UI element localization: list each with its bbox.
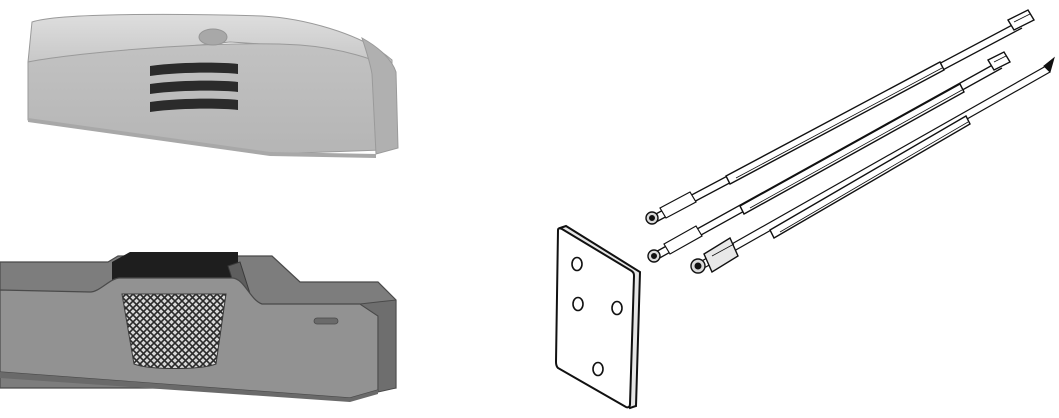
mounting-hole bbox=[592, 361, 604, 377]
sensor-base bbox=[0, 252, 397, 402]
mounting-plate-face bbox=[554, 227, 636, 409]
mounting-hole bbox=[571, 256, 583, 272]
probe-cable bbox=[647, 51, 1011, 263]
vent-slot bbox=[150, 62, 238, 76]
mounting-plate bbox=[554, 224, 642, 410]
vent-slots bbox=[150, 62, 238, 112]
sensor-base-slot bbox=[313, 317, 339, 325]
mesh-window bbox=[121, 293, 227, 369]
sensor-cover bbox=[27, 13, 399, 158]
probe-cable bbox=[690, 56, 1055, 274]
sensor-base-end bbox=[358, 299, 397, 393]
mounting-hole bbox=[611, 300, 623, 316]
vent-slot bbox=[150, 80, 238, 94]
vent-slot bbox=[150, 98, 238, 112]
button-icon bbox=[198, 28, 228, 46]
mounting-hole bbox=[572, 296, 584, 312]
probe-cable bbox=[645, 9, 1035, 225]
sensor-base-bottom-edge bbox=[0, 372, 378, 402]
sensor-cover-end bbox=[361, 36, 399, 155]
sensor-cover-bottom-edge bbox=[28, 118, 376, 158]
